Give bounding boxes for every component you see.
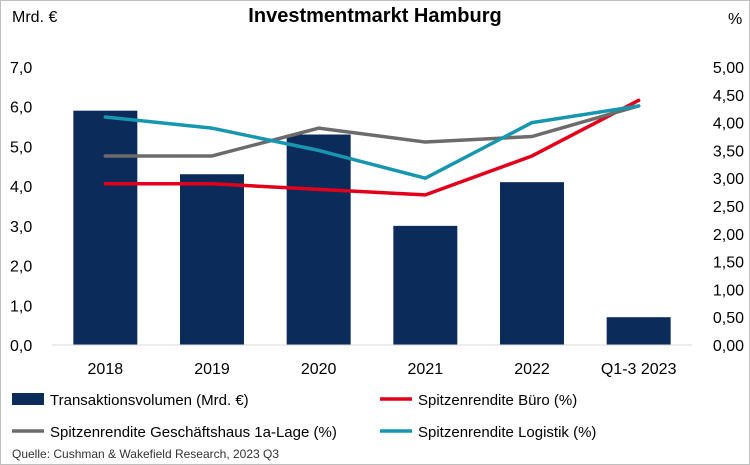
left-tick-label: 3,0: [10, 219, 32, 236]
right-axis-ticks: 0,00 0,50 1,00 1,50 2,00 2,50 3,00 3,50 4,00 4,50…: [713, 60, 744, 355]
left-tick-label: 5,0: [10, 139, 32, 156]
left-tick-label: 4,0: [10, 179, 32, 196]
left-tick-label: 6,0: [10, 100, 32, 117]
left-tick-label: 1,0: [10, 298, 32, 315]
left-tick-label: 7,0: [10, 60, 32, 77]
right-tick-label: 4,00: [713, 116, 744, 133]
right-tick-label: 1,00: [713, 282, 744, 299]
left-tick-label: 0,0: [10, 338, 32, 355]
source-note: Quelle: Cushman & Wakefield Research, 20…: [12, 447, 279, 461]
legend-label: Spitzenrendite Büro (%): [418, 392, 577, 409]
bar-q1-3-2023: [606, 317, 671, 345]
category-labels: 2018 2019 2020 2021 2022 Q1-3 2023: [88, 361, 677, 378]
left-axis-ticks: 0,0 1,0 2,0 3,0 4,0 5,0 6,0 7,0: [10, 60, 32, 355]
line-series-1: [103, 98, 641, 197]
legend: Transaktionsvolumen (Mrd. €) Spitzenrendi…: [12, 392, 596, 441]
bar-series: [73, 110, 671, 345]
chart-title: Investmentmarkt Hamburg: [248, 5, 501, 27]
line-series-3: [103, 104, 641, 180]
legend-label: Transaktionsvolumen (Mrd. €): [50, 392, 249, 409]
line-series: [103, 98, 641, 197]
bar-2018: [73, 110, 138, 345]
right-tick-label: 2,00: [713, 227, 744, 244]
bar-2022: [500, 182, 564, 345]
legend-label: Spitzenrendite Logistik (%): [418, 424, 596, 441]
bar-2020: [286, 134, 351, 345]
right-tick-label: 2,50: [713, 199, 744, 216]
right-tick-label: 3,50: [713, 143, 744, 160]
line-series-2: [103, 104, 641, 158]
left-axis-label: Mrd. €: [12, 9, 57, 26]
bar-2021: [393, 225, 458, 345]
category-label: 2020: [301, 361, 337, 378]
right-tick-label: 5,00: [713, 60, 744, 77]
left-tick-label: 2,0: [10, 259, 32, 276]
right-tick-label: 0,00: [713, 338, 744, 355]
category-label: 2019: [194, 361, 230, 378]
right-tick-label: 4,50: [713, 88, 744, 105]
category-label: 2021: [408, 361, 444, 378]
category-label: 2022: [514, 361, 550, 378]
bar-2019: [180, 174, 244, 345]
right-tick-label: 3,00: [713, 171, 744, 188]
category-label: 2018: [88, 361, 124, 378]
right-axis-label: %: [728, 11, 742, 28]
right-tick-label: 0,50: [713, 310, 744, 327]
right-tick-label: 1,50: [713, 255, 744, 272]
legend-swatch-bar: [12, 393, 44, 405]
legend-label: Spitzenrendite Geschäftshaus 1a-Lage (%): [50, 424, 337, 441]
category-label: Q1-3 2023: [601, 361, 677, 378]
